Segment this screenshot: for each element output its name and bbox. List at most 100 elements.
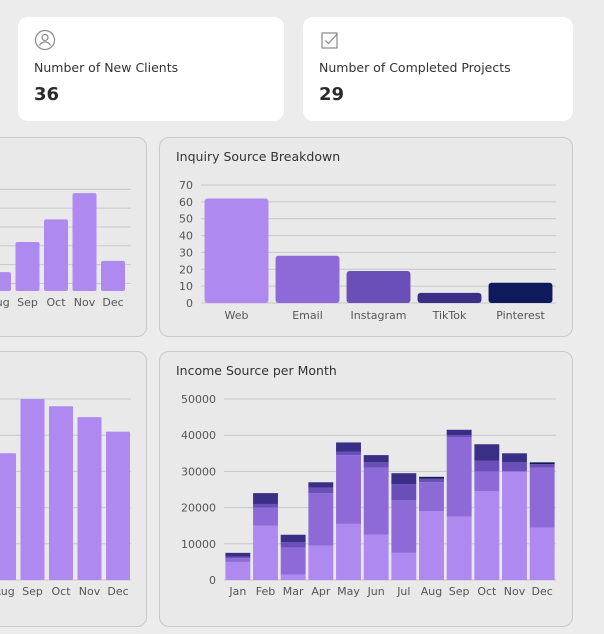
- y-tick-label: 20: [179, 263, 193, 276]
- stack-segment: [280, 574, 306, 580]
- inquiry-source-title: Inquiry Source Breakdown: [176, 149, 341, 164]
- stack-segment: [446, 437, 472, 517]
- y-tick-label: 60: [179, 196, 193, 209]
- bar: [275, 255, 340, 303]
- inquiry-source-panel: Inquiry Source Breakdown 0 10 20 30 40 50 60 70…: [159, 137, 573, 337]
- stack-segment: [336, 442, 361, 452]
- bar: [72, 193, 97, 291]
- x-tick-label: Aug: [421, 585, 442, 598]
- stack-segment: [308, 545, 334, 580]
- completed-projects-card: Number of Completed Projects 29: [303, 17, 573, 121]
- y-tick-label: 40: [179, 230, 193, 243]
- stack-segment: [391, 552, 417, 580]
- stack-segment: [391, 500, 417, 553]
- stack-segment: [474, 491, 500, 580]
- stack-segment: [474, 471, 500, 492]
- stack-segment: [225, 556, 251, 559]
- bar: [77, 417, 102, 580]
- x-tick-label: Oct: [477, 585, 497, 598]
- stack-segment: [336, 455, 361, 524]
- stack-segment: [419, 478, 444, 483]
- stack-segment: [391, 473, 417, 485]
- new-clients-card: Number of New Clients 36: [18, 17, 284, 121]
- bar: [488, 282, 553, 303]
- stack-segment: [529, 462, 555, 465]
- completed-projects-label: Number of Completed Projects: [319, 60, 511, 75]
- x-tick-label: Sep: [449, 585, 470, 598]
- stack-segment: [253, 507, 278, 526]
- stack-segment: [253, 493, 278, 504]
- stack-segment: [446, 435, 472, 438]
- x-tick-label: Instagram: [351, 309, 407, 322]
- stack-segment: [391, 484, 417, 501]
- x-tick-label: Aug: [0, 296, 10, 309]
- stack-segment: [308, 493, 334, 546]
- x-tick-label: Feb: [256, 585, 275, 598]
- stack-segment: [529, 464, 555, 468]
- stack-segment: [363, 534, 389, 580]
- stack-segment: [225, 558, 251, 562]
- left-top-bar-chart: Aug Sep Oct Nov Dec: [0, 188, 131, 309]
- y-tick-label: 30000: [181, 465, 216, 478]
- x-tick-label: Oct: [51, 585, 71, 598]
- stack-segment: [363, 455, 389, 463]
- left-bottom-bar-chart: Aug Sep Oct Nov Dec: [0, 398, 131, 598]
- checkbox-icon: [321, 32, 338, 49]
- income-source-panel: Income Source per Month 0 10000 20000 30000…: [159, 351, 573, 627]
- x-tick-label: Jun: [367, 585, 385, 598]
- stack-segment: [502, 462, 527, 472]
- x-tick-label: Mar: [283, 585, 304, 598]
- x-tick-label: Nov: [74, 296, 96, 309]
- stack-segment: [529, 467, 555, 528]
- new-clients-value: 36: [34, 84, 60, 105]
- stack-segment: [336, 451, 361, 456]
- stack-segment: [419, 482, 444, 512]
- y-tick-label: 20000: [181, 502, 216, 515]
- x-tick-label: May: [337, 585, 360, 598]
- bar: [346, 270, 411, 303]
- x-tick-label: Jul: [396, 585, 410, 598]
- x-tick-label: Dec: [102, 296, 123, 309]
- inquiry-source-bar-chart: 0 10 20 30 40 50 60 70 Web Email Instagram TikTok Pi…: [179, 179, 556, 322]
- y-tick-label: 30: [179, 246, 193, 259]
- y-tick-label: 0: [209, 574, 216, 587]
- stack-segment: [446, 429, 472, 436]
- stack-segment: [502, 453, 527, 463]
- x-tick-label: Aug: [0, 585, 15, 598]
- left-bottom-chart-panel: Aug Sep Oct Nov Dec: [0, 351, 147, 627]
- stack-segment: [336, 523, 361, 580]
- y-tick-label: 50000: [181, 393, 216, 406]
- stack-segment: [529, 527, 555, 580]
- stack-segment: [280, 534, 306, 542]
- bar: [49, 406, 73, 580]
- stack-segment: [280, 547, 306, 575]
- stack-segment: [280, 541, 306, 548]
- stack-segment: [308, 482, 334, 488]
- x-tick-label: Dec: [107, 585, 128, 598]
- x-tick-label: Email: [292, 309, 323, 322]
- y-tick-label: 40000: [181, 429, 216, 442]
- x-tick-label: Sep: [22, 585, 43, 598]
- stack-segment: [446, 516, 472, 580]
- bar: [0, 453, 16, 580]
- x-tick-label: TikTok: [432, 309, 467, 322]
- new-clients-label: Number of New Clients: [34, 60, 179, 75]
- x-tick-label: Dec: [532, 585, 553, 598]
- x-tick-label: Sep: [17, 296, 38, 309]
- y-tick-label: 70: [179, 179, 193, 192]
- stack-segment: [253, 503, 278, 508]
- bar: [106, 431, 130, 580]
- stack-segment: [474, 444, 500, 461]
- bar: [0, 272, 11, 291]
- bar: [20, 399, 45, 580]
- y-tick-label: 10000: [181, 538, 216, 551]
- y-tick-label: 50: [179, 213, 193, 226]
- bar: [15, 242, 40, 291]
- x-tick-label: Nov: [504, 585, 526, 598]
- x-tick-label: Pinterest: [496, 309, 545, 322]
- left-top-chart-panel: Aug Sep Oct Nov Dec: [0, 137, 147, 337]
- bar: [44, 219, 68, 291]
- x-tick-label: Web: [225, 309, 249, 322]
- stack-segment: [419, 511, 444, 580]
- stack-segment: [253, 525, 278, 580]
